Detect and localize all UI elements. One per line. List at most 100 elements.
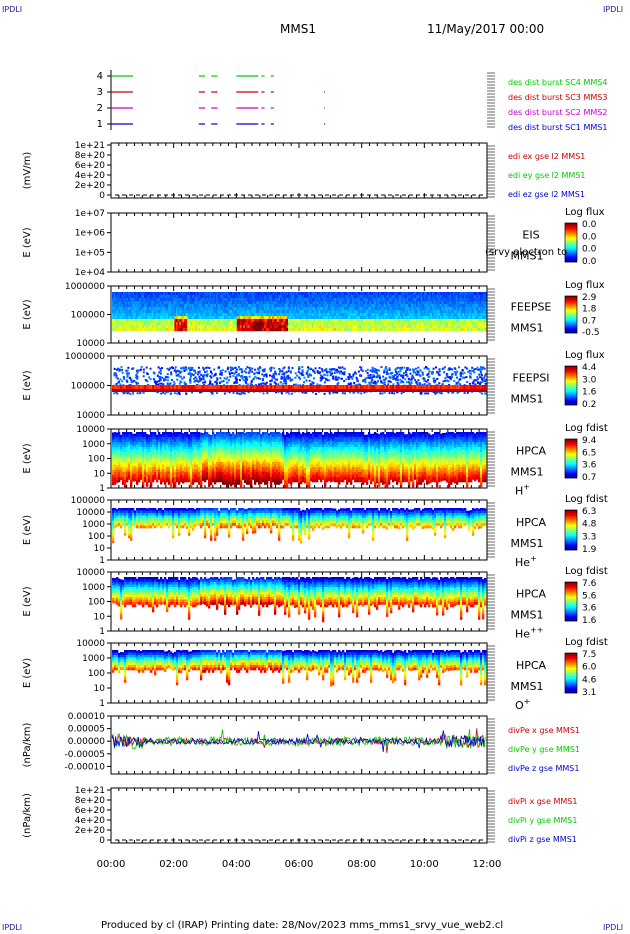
spectrogram-cell bbox=[134, 322, 137, 326]
spectrogram-cell bbox=[436, 295, 439, 299]
spectrogram-cell bbox=[206, 328, 209, 332]
spectrogram-cell bbox=[331, 304, 334, 308]
spectrogram-cell bbox=[136, 328, 138, 332]
spectrogram-cell bbox=[187, 325, 190, 329]
spectrogram-cell bbox=[153, 313, 156, 317]
spectrogram-cell bbox=[304, 301, 306, 305]
spectrogram-cell bbox=[345, 313, 348, 317]
spectrogram-cell bbox=[392, 292, 394, 296]
spectrogram-cell bbox=[226, 368, 229, 371]
spectrogram-cell bbox=[294, 295, 297, 299]
spectrogram-cell bbox=[316, 370, 319, 373]
colorbar-tick-label: 0.0 bbox=[582, 232, 597, 242]
spectrogram-cell bbox=[184, 328, 186, 332]
spectrogram-cell bbox=[388, 325, 391, 329]
spectrogram-cell bbox=[148, 310, 151, 314]
spectrogram-cell bbox=[256, 292, 258, 296]
spectrogram-cell bbox=[337, 316, 340, 320]
spectrogram-cell bbox=[112, 310, 114, 314]
spectrogram-cell bbox=[273, 367, 276, 370]
spectrogram-cell bbox=[128, 328, 130, 332]
spectrogram-cell bbox=[376, 322, 378, 326]
spectrogram-cell bbox=[430, 322, 433, 326]
spectrogram-cell bbox=[121, 310, 124, 314]
spectrogram-cell bbox=[116, 301, 119, 305]
spectrogram-cell bbox=[160, 316, 162, 320]
spectrogram-cell bbox=[265, 328, 268, 332]
spectrogram-cell bbox=[145, 366, 148, 369]
spectrogram-cell bbox=[142, 310, 145, 314]
spectrogram-cell bbox=[139, 322, 142, 326]
spectrogram-cell bbox=[430, 301, 433, 305]
spectrogram-cell bbox=[294, 319, 297, 323]
spectrogram-cell bbox=[236, 328, 239, 332]
spectrogram-cell bbox=[467, 307, 470, 311]
spectrogram-cell bbox=[400, 392, 403, 395]
spectrogram-cell bbox=[131, 313, 134, 317]
spectrogram-cell bbox=[145, 328, 148, 332]
spectrogram-cell bbox=[160, 304, 162, 308]
spectrogram-cell bbox=[169, 392, 172, 395]
spectrogram-cell bbox=[129, 316, 132, 320]
spectrogram-cell bbox=[308, 310, 311, 314]
spectrogram-cell bbox=[171, 304, 174, 308]
spectrogram-cell bbox=[235, 313, 238, 317]
colorbar-cell bbox=[565, 311, 577, 313]
spectrogram-cell bbox=[140, 292, 143, 296]
spectrogram-cell bbox=[417, 319, 420, 323]
spectrogram-cell bbox=[223, 383, 226, 386]
spectrogram-cell bbox=[360, 301, 362, 305]
spectrogram-cell bbox=[248, 366, 251, 369]
spectrogram-cell bbox=[124, 310, 127, 314]
spectrogram-cell bbox=[425, 301, 428, 305]
spectrogram-cell bbox=[358, 319, 361, 323]
spectrogram-cell bbox=[129, 307, 132, 311]
spectrogram-cell bbox=[131, 295, 134, 299]
spectrogram-cell bbox=[147, 292, 150, 296]
colorbar-cell bbox=[565, 226, 577, 228]
spectrogram-cell bbox=[164, 304, 167, 308]
spectrogram-cell bbox=[465, 319, 468, 323]
spectrogram-cell bbox=[446, 295, 449, 299]
spectrogram-cell bbox=[336, 319, 338, 323]
spectrogram-cell bbox=[393, 328, 396, 332]
spectrogram-cell bbox=[116, 307, 119, 311]
spectrogram-cell bbox=[400, 301, 402, 305]
spectrogram-cell bbox=[176, 298, 178, 302]
spectrogram-cell bbox=[382, 316, 385, 320]
spectrogram-cell bbox=[294, 310, 297, 314]
spectrogram-cell bbox=[333, 369, 336, 372]
spectrogram-cell bbox=[249, 295, 252, 299]
spectrogram-cell bbox=[358, 316, 361, 320]
spectrogram-cell bbox=[139, 304, 142, 308]
spectrogram-cell bbox=[304, 298, 306, 302]
spectrogram-cell bbox=[456, 295, 458, 299]
spectrogram-cell bbox=[382, 301, 385, 305]
spectrogram-cell bbox=[179, 292, 182, 296]
spectrogram-cell bbox=[350, 328, 353, 332]
spectrogram-cell bbox=[461, 372, 464, 375]
spectrogram-cell bbox=[401, 325, 404, 329]
spectrogram-cell bbox=[160, 382, 163, 385]
spectrogram-cell bbox=[417, 307, 420, 311]
spectrogram-cell bbox=[396, 307, 399, 311]
spectrogram-cell bbox=[152, 310, 154, 314]
spectrogram-cell bbox=[113, 373, 116, 376]
spectrogram-cell bbox=[260, 307, 263, 311]
spectrogram-cell bbox=[238, 319, 241, 323]
spectrogram-cell bbox=[211, 310, 214, 314]
spectrogram-cell bbox=[364, 310, 367, 314]
spectrogram-cell bbox=[422, 313, 425, 317]
spectrogram-cell bbox=[294, 313, 297, 317]
spectrogram-cell bbox=[353, 304, 356, 308]
spectrogram-cell bbox=[384, 301, 386, 305]
spectrogram-cell bbox=[481, 316, 484, 320]
spectrogram-cell bbox=[414, 371, 417, 374]
spectrogram-cell bbox=[432, 307, 434, 311]
spectrogram-cell bbox=[216, 298, 218, 302]
spectrogram-cell bbox=[243, 292, 246, 296]
spectrogram-cell bbox=[256, 319, 258, 323]
colorbar-cell bbox=[565, 306, 577, 308]
spectrogram-cell bbox=[214, 295, 217, 299]
spectrogram-cell bbox=[452, 292, 455, 296]
